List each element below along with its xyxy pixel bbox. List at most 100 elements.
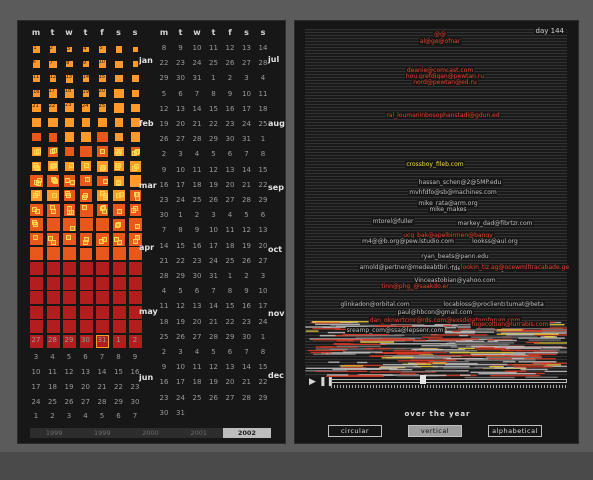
heatmap-day-cell[interactable] bbox=[96, 320, 109, 334]
heatmap-day-cell[interactable]: 15 bbox=[98, 74, 107, 83]
heatmap-day-cell[interactable]: 4 bbox=[83, 46, 89, 53]
contact-email[interactable]: ryan_beats@pann.edu bbox=[420, 253, 490, 260]
contact-email[interactable]: arnold@pertner@medeabtbri.com bbox=[358, 264, 464, 271]
heatmap-day-cell[interactable] bbox=[46, 335, 60, 348]
heatmap-day-cell[interactable] bbox=[79, 189, 93, 202]
heatmap-day-cell[interactable] bbox=[46, 232, 60, 246]
heatmap-day-cell[interactable]: 8 bbox=[66, 60, 73, 68]
heatmap-day-cell[interactable] bbox=[81, 161, 91, 172]
heatmap-day-cell[interactable] bbox=[97, 117, 108, 128]
contact-email[interactable]: lookss@aul.org bbox=[471, 238, 519, 245]
heatmap-day-cell[interactable] bbox=[115, 75, 123, 83]
year-button-1999[interactable]: 1999 bbox=[94, 429, 111, 437]
heatmap-day-cell[interactable] bbox=[63, 204, 76, 216]
heatmap-day-cell[interactable]: 23 bbox=[65, 102, 74, 113]
heatmap-day-cell[interactable] bbox=[30, 247, 43, 261]
heatmap-day-cell[interactable] bbox=[65, 118, 74, 127]
heatmap-day-cell[interactable] bbox=[96, 305, 109, 319]
heatmap-day-cell[interactable] bbox=[129, 291, 142, 305]
heatmap-day-cell[interactable]: 9 bbox=[82, 60, 90, 68]
contact-email[interactable]: ral_loumaninbosophanstadi@gdun.ed bbox=[385, 112, 501, 119]
contact-email[interactable]: al@ge@ofnar bbox=[418, 38, 462, 45]
heatmap-day-cell[interactable] bbox=[129, 247, 142, 261]
heatmap-day-cell[interactable] bbox=[96, 189, 109, 202]
heatmap-day-cell[interactable] bbox=[113, 175, 124, 186]
heatmap-day-cell[interactable] bbox=[48, 117, 58, 128]
contact-email[interactable]: mike_makes bbox=[428, 206, 468, 213]
heatmap-day-cell[interactable] bbox=[30, 233, 43, 246]
contact-email[interactable]: @@ bbox=[433, 31, 447, 38]
contact-email[interactable]: nord@pewtan@ed.ru bbox=[412, 79, 478, 86]
heatmap-day-cell[interactable] bbox=[97, 175, 108, 187]
heatmap-day-cell[interactable] bbox=[30, 203, 43, 217]
heatmap-day-cell[interactable] bbox=[63, 218, 76, 232]
heatmap-day-cell[interactable] bbox=[96, 232, 109, 246]
year-button-2001[interactable]: 2001 bbox=[190, 429, 207, 437]
heatmap-day-cell[interactable] bbox=[112, 305, 126, 319]
heatmap-day-cell[interactable] bbox=[96, 247, 109, 261]
contact-email[interactable]: mtorel@fuller bbox=[371, 218, 415, 225]
year-button-2002[interactable]: 2002 bbox=[222, 428, 272, 438]
heatmap-day-cell[interactable]: 1 bbox=[33, 45, 40, 53]
heatmap-day-cell[interactable] bbox=[113, 161, 125, 172]
heatmap-day-cell[interactable] bbox=[112, 262, 126, 275]
heatmap-day-cell[interactable] bbox=[79, 247, 93, 261]
contact-email[interactable]: glinkadon@orbital.com bbox=[339, 301, 411, 308]
timeline-slider-thumb[interactable] bbox=[420, 375, 427, 384]
heatmap-day-cell[interactable] bbox=[30, 291, 43, 305]
heatmap-day-cell[interactable] bbox=[113, 218, 125, 231]
heatmap-day-cell[interactable] bbox=[47, 189, 59, 202]
heatmap-day-cell[interactable] bbox=[129, 276, 142, 290]
heatmap-day-cell[interactable] bbox=[30, 218, 43, 232]
heatmap-day-cell[interactable] bbox=[130, 132, 141, 142]
contact-email[interactable]: mike_rata@arm.org bbox=[417, 200, 479, 207]
heatmap-day-cell[interactable]: 18 bbox=[64, 88, 75, 98]
heatmap-day-cell[interactable] bbox=[79, 335, 93, 348]
heatmap-day-cell[interactable]: 5 bbox=[99, 45, 106, 53]
heatmap-day-cell[interactable]: 16 bbox=[33, 89, 40, 97]
heatmap-day-cell[interactable] bbox=[131, 103, 140, 113]
heatmap-day-cell[interactable] bbox=[129, 175, 142, 187]
heatmap-day-cell[interactable] bbox=[63, 247, 76, 261]
heatmap-day-cell[interactable]: 20 bbox=[98, 88, 107, 98]
heatmap-day-cell[interactable] bbox=[32, 132, 41, 142]
heatmap-day-cell[interactable] bbox=[79, 305, 93, 319]
heatmap-day-cell[interactable] bbox=[48, 161, 58, 172]
contact-email[interactable]: hassan_schen@2@5MP.edu bbox=[417, 179, 503, 186]
contact-email[interactable]: Vinceastobian@yahoo.com bbox=[413, 277, 497, 284]
play-button[interactable]: ▶ bbox=[309, 377, 316, 387]
heatmap-day-cell[interactable]: 19 bbox=[82, 89, 90, 97]
heatmap-day-cell[interactable] bbox=[96, 218, 109, 232]
heatmap-day-cell[interactable] bbox=[114, 118, 124, 127]
contact-email[interactable]: fogecoltion@lurrabis.com bbox=[470, 321, 550, 328]
contact-email[interactable]: m4@@b.org@pew.lstudio.com bbox=[361, 238, 455, 245]
layout-button-vertical[interactable]: vertical bbox=[408, 425, 462, 437]
heatmap-day-cell[interactable] bbox=[46, 262, 60, 275]
heatmap-day-cell[interactable]: 24 bbox=[82, 103, 90, 112]
heatmap-day-cell[interactable]: 11 bbox=[32, 74, 41, 83]
heatmap-day-cell[interactable] bbox=[112, 232, 126, 246]
heatmap-day-cell[interactable] bbox=[79, 218, 93, 232]
contact-email[interactable]: dan_oknwrtcmr@rds.com@exsdigatornforum.c… bbox=[368, 317, 522, 324]
contact-email[interactable]: paul@hbcon@gmail.com bbox=[396, 309, 474, 316]
heatmap-day-cell[interactable] bbox=[79, 262, 93, 275]
heatmap-day-cell[interactable] bbox=[112, 335, 126, 348]
heatmap-day-cell[interactable] bbox=[46, 276, 60, 290]
heatmap-day-cell[interactable] bbox=[97, 146, 108, 158]
heatmap-day-cell[interactable]: 3 bbox=[66, 46, 73, 53]
heatmap-day-cell[interactable] bbox=[81, 132, 91, 142]
heatmap-day-cell[interactable] bbox=[30, 174, 43, 187]
heatmap-day-cell[interactable] bbox=[30, 262, 43, 275]
heatmap-day-cell[interactable] bbox=[64, 132, 75, 142]
contact-email[interactable]: tumat@beta bbox=[505, 301, 545, 308]
heatmap-day-cell[interactable] bbox=[97, 132, 108, 143]
heatmap-day-cell[interactable] bbox=[129, 320, 142, 334]
heatmap-day-cell[interactable] bbox=[63, 291, 76, 305]
heatmap-day-cell[interactable] bbox=[30, 335, 43, 348]
heatmap-day-cell[interactable] bbox=[112, 247, 126, 261]
heatmap-day-cell[interactable]: 6 bbox=[32, 59, 41, 68]
heatmap-day-cell[interactable] bbox=[48, 132, 58, 142]
heatmap-day-cell[interactable] bbox=[131, 118, 140, 127]
heatmap-day-cell[interactable]: 2 bbox=[49, 45, 57, 53]
heatmap-day-cell[interactable] bbox=[63, 335, 76, 348]
